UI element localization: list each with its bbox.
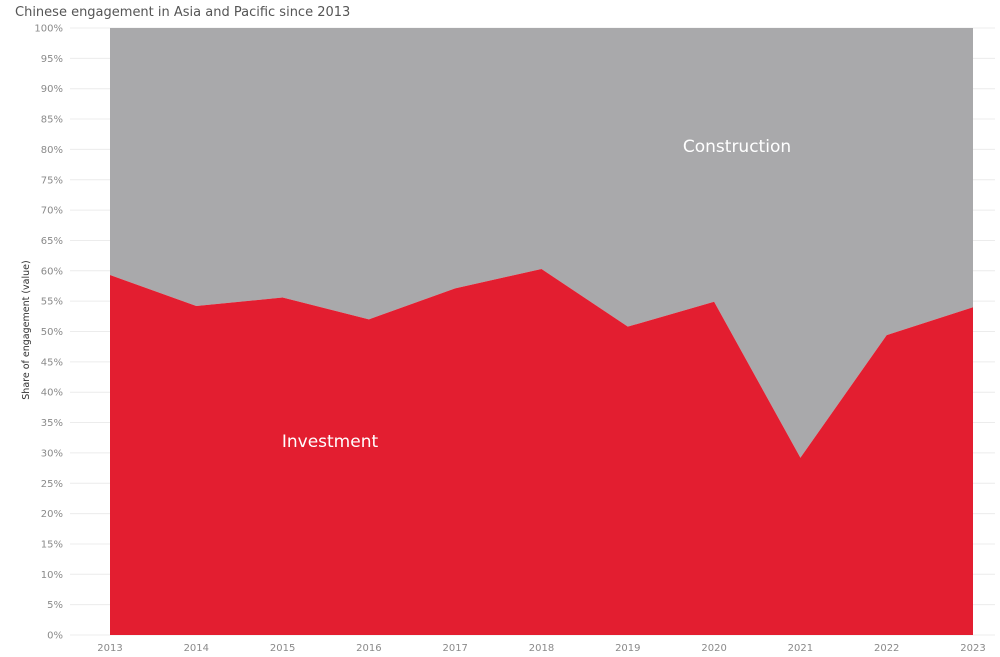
series-label-construction: Construction <box>683 137 791 157</box>
y-tick-label: 40% <box>41 388 63 399</box>
y-tick-label: 60% <box>41 266 63 277</box>
x-tick-label: 2020 <box>701 643 726 654</box>
y-tick-label: 20% <box>41 509 63 520</box>
x-tick-label: 2017 <box>442 643 467 654</box>
y-tick-label: 90% <box>41 84 63 95</box>
chart-title: Chinese engagement in Asia and Pacific s… <box>15 5 351 20</box>
x-tick-label: 2015 <box>270 643 295 654</box>
y-tick-label: 80% <box>41 145 63 156</box>
y-tick-label: 5% <box>47 600 63 611</box>
y-tick-label: 95% <box>41 54 63 65</box>
area-investment <box>110 268 973 635</box>
y-tick-label: 10% <box>41 570 63 581</box>
y-tick-label: 85% <box>41 115 63 126</box>
y-tick-label: 50% <box>41 327 63 338</box>
x-tick-label: 2023 <box>960 643 985 654</box>
y-tick-label: 55% <box>41 297 63 308</box>
y-axis-ticks: 0% 5% 10% 15% 20% 25% 30% 35% 40% 45% 50% 55% 60% 65%… <box>34 24 63 642</box>
y-tick-label: 65% <box>41 236 63 247</box>
y-tick-label: 25% <box>41 479 63 490</box>
area-construction <box>110 28 973 458</box>
plot-area <box>110 28 973 635</box>
x-tick-label: 2013 <box>97 643 122 654</box>
x-tick-label: 2019 <box>615 643 640 654</box>
y-tick-label: 70% <box>41 206 63 217</box>
series-label-investment: Investment <box>282 432 379 452</box>
y-tick-label: 30% <box>41 448 63 459</box>
y-axis-title: Share of engagement (value) <box>21 260 32 399</box>
x-tick-label: 2021 <box>788 643 813 654</box>
y-tick-label: 0% <box>47 631 63 642</box>
y-tick-label: 100% <box>34 24 63 35</box>
y-tick-label: 35% <box>41 418 63 429</box>
x-tick-label: 2014 <box>184 643 209 654</box>
y-tick-label: 45% <box>41 357 63 368</box>
x-tick-label: 2016 <box>356 643 381 654</box>
x-tick-label: 2022 <box>874 643 899 654</box>
y-tick-label: 15% <box>41 539 63 550</box>
x-tick-label: 2018 <box>529 643 554 654</box>
x-axis-ticks: 2013 2014 2015 2016 2017 2018 2019 2020 2021 2022… <box>97 643 985 654</box>
y-tick-label: 75% <box>41 175 63 186</box>
